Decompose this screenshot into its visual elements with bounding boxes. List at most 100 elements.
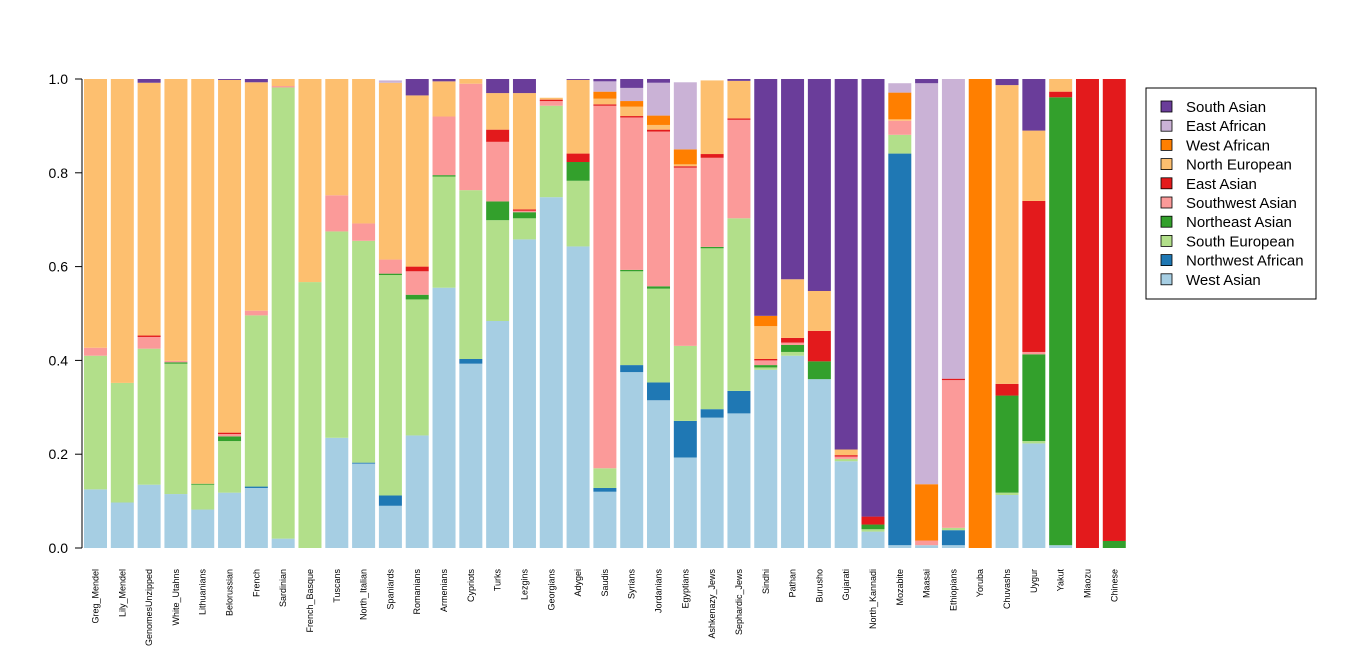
x-tick-label: Armenians xyxy=(439,569,449,613)
bar-segment-Egyptians-south-european xyxy=(673,345,697,421)
bar-segment-Uygur-west-asian xyxy=(1022,443,1046,548)
bar-segment-Lithuanians-north-european xyxy=(191,79,215,484)
bar-segment-Mozabite-south-european xyxy=(888,134,912,154)
bar-segment-Ashkenazy_Jews-north-european xyxy=(700,80,724,155)
bar-segment-Lezgins-south-european xyxy=(512,218,536,240)
bar-segment-Tuscans-west-asian xyxy=(325,437,349,548)
bar-segment-Syrians-west-asian xyxy=(620,372,644,549)
bar-segment-Turks-southwest-asian xyxy=(486,141,510,202)
bar-segment-Spaniards-northwest-african xyxy=(378,495,402,506)
bar-segment-Lithuanians-west-asian xyxy=(191,509,215,548)
bar-segment-North_Kannadi-south-european xyxy=(861,529,885,532)
bar-segment-French_Basque-south-european xyxy=(298,282,322,548)
bar-segment-Sephardic_Jews-north-european xyxy=(727,80,751,119)
bar-segment-North_Italian-northwest-african xyxy=(352,462,376,464)
bar-segment-Tuscans-south-european xyxy=(325,231,349,438)
bar-segment-Sardinian-south-european xyxy=(271,87,295,539)
bar-segment-Yakut-northeast-asian xyxy=(1049,97,1073,546)
bar-segment-White_Utahns-southwest-asian xyxy=(164,360,188,363)
bar-segment-Cypriots-south-european xyxy=(459,190,483,359)
bar-segment-Spaniards-west-asian xyxy=(378,505,402,548)
x-tick-label: Pathan xyxy=(788,569,798,598)
bar-segment-Mozabite-northwest-african xyxy=(888,153,912,546)
bar-segment-Chinese-northeast-asian xyxy=(1102,540,1126,548)
x-tick-label: Mozabite xyxy=(895,569,905,606)
bar-segment-Ethiopians-northwest-african xyxy=(941,530,965,546)
legend-swatch-northwest-african xyxy=(1160,254,1173,267)
bar-segment-Sardinian-southwest-asian xyxy=(271,86,295,88)
bar-segment-Belorussian-east-asian xyxy=(218,432,242,435)
bar-segment-Lezgins-southwest-asian xyxy=(512,210,536,213)
bar-segment-Armenians-southwest-asian xyxy=(432,116,456,176)
bar-segment-Armenians-south-european xyxy=(432,176,456,288)
x-tick-label: Turks xyxy=(493,569,503,592)
bar-segment-Egyptians-east-african xyxy=(673,82,697,150)
bar-segment-Syrians-north-european xyxy=(620,106,644,117)
bar-segment-Mozabite-east-african xyxy=(888,83,912,93)
bar-segment-Yoruba-west-african xyxy=(968,79,992,548)
x-tick-label: Yoruba xyxy=(975,569,985,597)
bar-segment-Uygur-north-european xyxy=(1022,130,1046,201)
y-tick-label: 0.0 xyxy=(49,540,69,556)
bar-segment-Adygei-north-european xyxy=(566,79,590,154)
bar-segment-North_Italian-north-european xyxy=(352,79,376,224)
bar-segment-Turks-south-european xyxy=(486,220,510,321)
bar-segment-Burusho-north-european xyxy=(807,290,831,331)
legend-label: South European xyxy=(1186,233,1294,250)
bar-segment-Gujarati-south-asian xyxy=(834,79,858,450)
bar-segment-Uygur-northeast-asian xyxy=(1022,354,1046,442)
bar-segment-Lezgins-east-asian xyxy=(512,209,536,211)
bar-segment-North_Italian-south-european xyxy=(352,240,376,463)
bar-segment-Cypriots-northwest-african xyxy=(459,358,483,364)
bar-segment-Lily_Mendel-west-asian xyxy=(110,502,134,548)
bar-segment-Chuvashs-west-asian xyxy=(995,495,1019,548)
bar-segment-Jordanians-west-african xyxy=(647,115,671,125)
bar-segment-Sephardic_Jews-east-asian xyxy=(727,118,751,120)
bar-segment-Pathan-north-european xyxy=(781,279,805,338)
bar-segment-Cypriots-north-european xyxy=(459,79,483,84)
x-tick-label: Tuscans xyxy=(332,569,342,603)
bar-segment-Pathan-southwest-asian xyxy=(781,342,805,345)
bar-segment-Adygei-west-asian xyxy=(566,246,590,548)
bar-segment-Pathan-west-asian xyxy=(781,355,805,548)
legend-box xyxy=(1145,87,1317,300)
legend-swatch-south-european xyxy=(1160,234,1173,247)
bar-segment-Syrians-south-european xyxy=(620,271,644,366)
bar-segment-Romanians-west-asian xyxy=(405,435,429,548)
bar-segment-Uygur-east-asian xyxy=(1022,200,1046,352)
y-tick-label: 0.6 xyxy=(49,259,69,275)
bar-segment-Jordanians-south-european xyxy=(647,288,671,383)
bar-segment-Sardinian-west-asian xyxy=(271,538,295,548)
bar-segment-French-southwest-asian xyxy=(244,310,268,316)
bar-segment-Burusho-west-asian xyxy=(807,379,831,548)
bar-segment-Lezgins-northeast-asian xyxy=(512,212,536,219)
bar-segment-Greg_Mendel-south-european xyxy=(84,355,107,490)
bar-segment-Spaniards-northeast-asian xyxy=(378,273,402,276)
legend-swatch-south-asian xyxy=(1160,100,1173,113)
bar-segment-Georgians-west-asian xyxy=(539,197,563,548)
bar-segment-Yakut-east-asian xyxy=(1049,91,1073,98)
bar-segment-Egyptians-east-asian xyxy=(673,166,697,168)
bar-segment-Ethiopians-south-european xyxy=(941,527,965,531)
legend-label: Southwest Asian xyxy=(1186,195,1297,212)
bar-segment-Ethiopians-east-asian xyxy=(941,378,965,381)
bar-segment-Egyptians-southwest-asian xyxy=(673,167,697,346)
x-tick-label: Miaozu xyxy=(1082,569,1092,598)
bar-segment-Romanians-east-asian xyxy=(405,266,429,272)
x-tick-label: Chinese xyxy=(1109,569,1119,602)
bar-segment-Maasai-west-asian xyxy=(915,545,939,548)
bar-segment-Sephardic_Jews-northwest-african xyxy=(727,390,751,414)
bar-segment-Syrians-northeast-asian xyxy=(620,269,644,272)
legend-swatch-west-african xyxy=(1160,138,1173,151)
bar-segment-White_Utahns-south-european xyxy=(164,363,188,495)
x-tick-label: Yakut xyxy=(1056,569,1066,592)
bar-segment-Pathan-south-asian xyxy=(781,79,805,280)
bar-segment-Jordanians-southwest-asian xyxy=(647,131,671,287)
bar-segment-Lezgins-south-asian xyxy=(512,79,536,94)
legend-label: East Asian xyxy=(1186,176,1257,193)
bar-segment-GenomesUnzipped-east-asian xyxy=(137,335,161,337)
bar-segment-Romanians-northeast-asian xyxy=(405,294,429,300)
bar-segment-Gujarati-east-asian xyxy=(834,455,858,457)
legend: South Asian East African West African North… xyxy=(1145,87,1317,300)
bar-segment-Sephardic_Jews-southwest-asian xyxy=(727,119,751,219)
